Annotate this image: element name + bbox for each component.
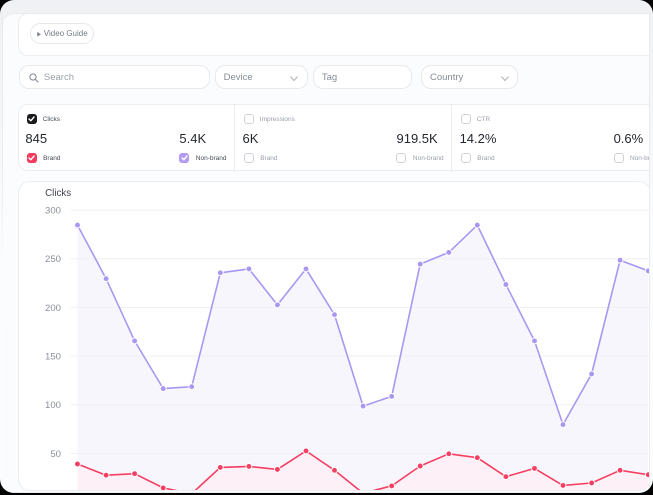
svg-text:150: 150 (45, 352, 61, 363)
svg-text:300: 300 (45, 206, 61, 217)
svg-text:50: 50 (51, 449, 62, 460)
svg-text:200: 200 (45, 303, 61, 314)
svg-text:100: 100 (45, 400, 61, 411)
svg-text:250: 250 (45, 254, 61, 265)
